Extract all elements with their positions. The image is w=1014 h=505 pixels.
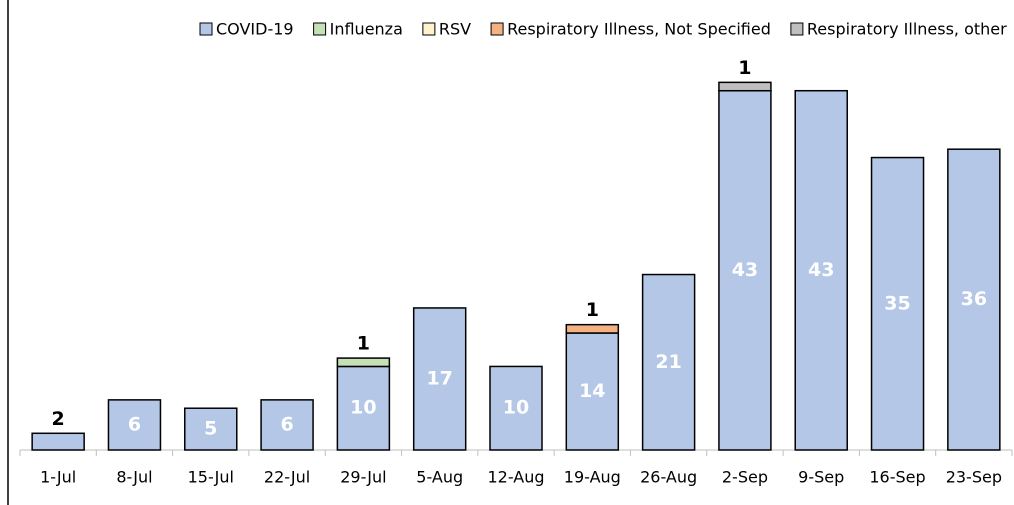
x-tick-label: 8-Jul — [116, 468, 152, 487]
data-label: 6 — [280, 413, 293, 435]
legend-swatch — [790, 22, 804, 36]
bar-segment — [336, 357, 391, 368]
data-label: 1 — [738, 57, 751, 79]
bar-segment — [260, 399, 314, 451]
bar-segment — [641, 273, 696, 451]
x-tick-label: 23-Sep — [946, 468, 1002, 487]
legend-swatch — [490, 22, 504, 36]
bar-segment — [184, 407, 238, 451]
legend-label: COVID-19 — [216, 20, 294, 39]
x-tick-label: 5-Aug — [416, 468, 463, 487]
data-label: 21 — [655, 351, 681, 373]
x-tick-label: 16-Sep — [869, 468, 925, 487]
x-tick-label: 2-Sep — [722, 468, 768, 487]
x-tick-label: 26-Aug — [640, 468, 697, 487]
data-label: 2 — [52, 408, 65, 430]
legend-label: RSV — [439, 20, 471, 39]
legend-label: Respiratory Illness, Not Specified — [507, 20, 771, 39]
bar-segment — [718, 81, 772, 92]
data-label: 36 — [961, 288, 987, 310]
data-label: 1 — [357, 333, 370, 355]
x-tick-label: 19-Aug — [564, 468, 621, 487]
data-label: 35 — [884, 292, 910, 314]
x-tick-label: 15-Jul — [188, 468, 234, 487]
bar-segment — [565, 323, 620, 334]
bar-segment — [794, 89, 848, 451]
x-tick-label: 22-Jul — [264, 468, 310, 487]
legend-swatch — [313, 22, 327, 36]
legend-label: Influenza — [330, 20, 403, 39]
bar-segment — [718, 89, 772, 451]
bar-segment — [107, 399, 162, 451]
x-tick-label: 12-Aug — [487, 468, 544, 487]
data-label: 6 — [128, 413, 141, 435]
x-tick-label: 1-Jul — [40, 468, 76, 487]
bar-segment — [947, 148, 1001, 451]
bar-segment — [489, 365, 543, 451]
x-tick-label: 9-Sep — [798, 468, 844, 487]
bar-segment — [870, 156, 925, 451]
data-label: 43 — [808, 259, 834, 281]
data-label: 14 — [579, 380, 605, 402]
data-label: 10 — [503, 397, 529, 419]
data-label: 43 — [732, 259, 758, 281]
bar-segment — [412, 307, 467, 451]
legend-swatch — [422, 22, 436, 36]
data-label: 10 — [350, 397, 376, 419]
data-label: 5 — [204, 418, 217, 440]
data-label: 1 — [586, 299, 599, 321]
x-tick-label: 29-Jul — [340, 468, 386, 487]
legend-swatch — [199, 22, 213, 36]
legend-label: Respiratory Illness, other — [807, 20, 1007, 39]
data-label: 17 — [426, 367, 452, 389]
bar-segment — [31, 432, 85, 451]
bar-segment — [336, 365, 391, 451]
